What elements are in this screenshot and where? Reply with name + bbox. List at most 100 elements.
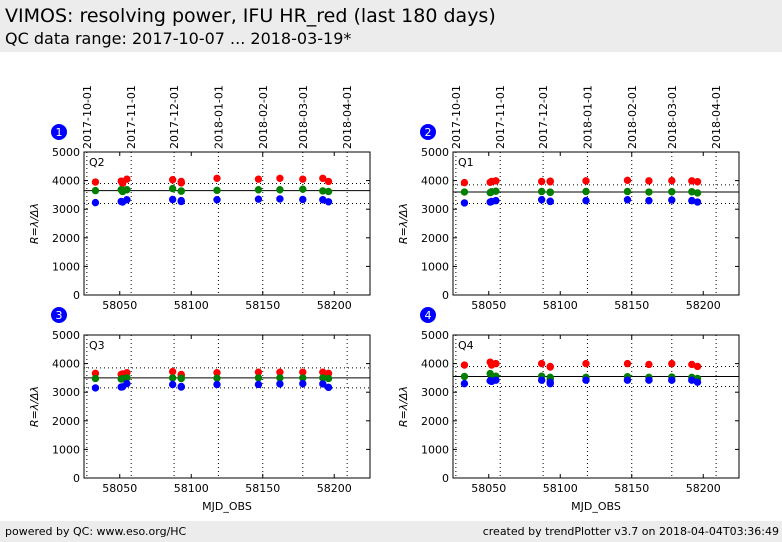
data-point-red [492, 359, 500, 368]
data-point-red [582, 177, 590, 185]
date-tick-label: 2018-02-01 [257, 85, 270, 149]
data-point-blue [213, 380, 221, 389]
panel-number-text: 1 [56, 126, 63, 139]
data-point-blue [668, 196, 676, 204]
data-point-green [582, 187, 590, 196]
panel-label: Q4 [458, 339, 474, 352]
data-point-blue [177, 382, 185, 391]
data-point-green [537, 187, 546, 196]
y-axis-label: R=λ/Δλ [28, 386, 41, 427]
y-tick-label: 4000 [52, 358, 80, 371]
data-point-green [623, 187, 632, 196]
data-point-blue [91, 198, 100, 207]
data-point-blue [546, 379, 554, 388]
data-point-red [693, 178, 702, 186]
data-point-blue [460, 199, 469, 207]
x-tick-label: 58150 [245, 299, 280, 312]
data-point-blue [324, 383, 333, 392]
data-point-red [668, 359, 676, 368]
panel-number-badge [420, 307, 436, 323]
x-tick-label: 58050 [102, 299, 137, 312]
data-point-blue [645, 196, 653, 205]
panel-number-text: 2 [425, 126, 432, 139]
data-point-red [546, 177, 554, 185]
plot-frame [83, 334, 371, 479]
date-tick-label: 2018-01-01 [212, 85, 225, 149]
chart-panel-2: 2017-10-01 2017-11-01 2017-12-01 2018-01-01… [397, 85, 740, 312]
data-point-green [91, 374, 100, 383]
y-axis-label: R=λ/Δλ [397, 203, 410, 244]
data-point-green [123, 186, 131, 194]
data-point-blue [299, 195, 307, 204]
data-point-green [177, 374, 185, 382]
y-tick-label: 0 [73, 472, 80, 485]
data-point-green [668, 188, 676, 196]
data-point-blue [492, 376, 500, 384]
y-tick-label: 5000 [52, 329, 80, 342]
chart-panel-4: 0 1000 2000 3000 4000 5000 58050 58100 58150 5820… [397, 307, 740, 513]
plot-frame [452, 151, 740, 296]
chart-panel-1: 2017-10-01 2017-11-01 2017-12-01 2018-01-01… [28, 85, 371, 312]
x-tick-label: 58050 [471, 299, 506, 312]
plot-frame [452, 334, 740, 479]
page-subtitle: QC data range: 2017-10-07 ... 2018-03-19… [5, 29, 352, 48]
data-point-blue [276, 380, 284, 388]
data-point-blue [668, 376, 676, 384]
date-tick-label: 2018-04-01 [710, 85, 723, 149]
data-point-red [177, 177, 185, 186]
y-tick-label: 1000 [52, 260, 80, 273]
y-tick-label: 5000 [421, 146, 449, 159]
data-point-green [168, 374, 177, 382]
data-point-blue [123, 196, 131, 204]
panel-number-badge [420, 124, 436, 140]
date-tick-label: 2018-02-01 [626, 85, 639, 149]
x-tick-label: 58150 [614, 299, 649, 312]
data-point-red [91, 178, 100, 186]
data-point-red [623, 359, 632, 368]
data-point-blue [582, 196, 590, 205]
data-point-red [693, 362, 702, 371]
y-tick-label: 5000 [52, 146, 80, 159]
trend-plot: 2017-10-01 2017-11-01 2017-12-01 2018-01-01… [28, 85, 740, 513]
panel-label: Q1 [458, 156, 474, 169]
data-point-green [645, 188, 653, 196]
date-tick-label: 2017-11-01 [494, 85, 507, 149]
data-point-green [324, 187, 333, 196]
data-point-red [645, 360, 653, 369]
data-point-red [299, 175, 307, 183]
data-point-green [254, 374, 263, 382]
data-point-red [123, 175, 131, 183]
data-point-blue [537, 376, 546, 384]
data-point-green [91, 186, 100, 195]
date-tick-label: 2017-11-01 [125, 85, 138, 149]
data-point-green [276, 374, 284, 382]
data-point-green [254, 186, 263, 194]
x-tick-label: 58050 [102, 482, 137, 495]
data-point-blue [324, 198, 333, 206]
x-tick-label: 58100 [174, 482, 209, 495]
x-tick-label: 58100 [543, 299, 578, 312]
y-tick-label: 0 [442, 289, 449, 302]
data-point-red [168, 176, 177, 184]
y-tick-label: 3000 [421, 386, 449, 399]
y-tick-label: 0 [73, 289, 80, 302]
date-tick-label: 2018-04-01 [341, 85, 354, 149]
y-tick-label: 3000 [52, 386, 80, 399]
data-point-green [177, 187, 185, 195]
data-point-blue [645, 376, 653, 384]
x-tick-label: 58200 [686, 482, 721, 495]
data-point-red [460, 361, 469, 369]
panel-number-text: 3 [56, 309, 63, 322]
data-point-green [168, 184, 177, 193]
data-point-red [492, 177, 500, 185]
y-tick-label: 2000 [52, 415, 80, 428]
y-tick-label: 4000 [421, 175, 449, 188]
data-point-red [213, 174, 221, 183]
y-tick-label: 3000 [421, 203, 449, 216]
data-point-red [645, 177, 653, 185]
data-point-red [668, 176, 676, 185]
data-point-red [319, 174, 327, 183]
y-tick-label: 1000 [52, 443, 80, 456]
x-tick-label: 58050 [471, 482, 506, 495]
data-point-blue [213, 196, 221, 204]
